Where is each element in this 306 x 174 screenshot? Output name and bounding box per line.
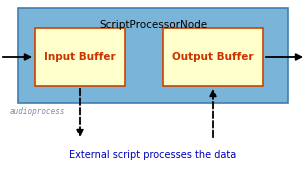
Bar	[163, 28, 263, 86]
Bar	[35, 28, 125, 86]
Text: Output Buffer: Output Buffer	[172, 52, 254, 62]
Text: audioprocess: audioprocess	[10, 108, 65, 117]
Bar	[18, 8, 288, 103]
Text: Input Buffer: Input Buffer	[44, 52, 116, 62]
Text: ScriptProcessorNode: ScriptProcessorNode	[99, 20, 207, 30]
Text: External script processes the data: External script processes the data	[69, 150, 237, 160]
